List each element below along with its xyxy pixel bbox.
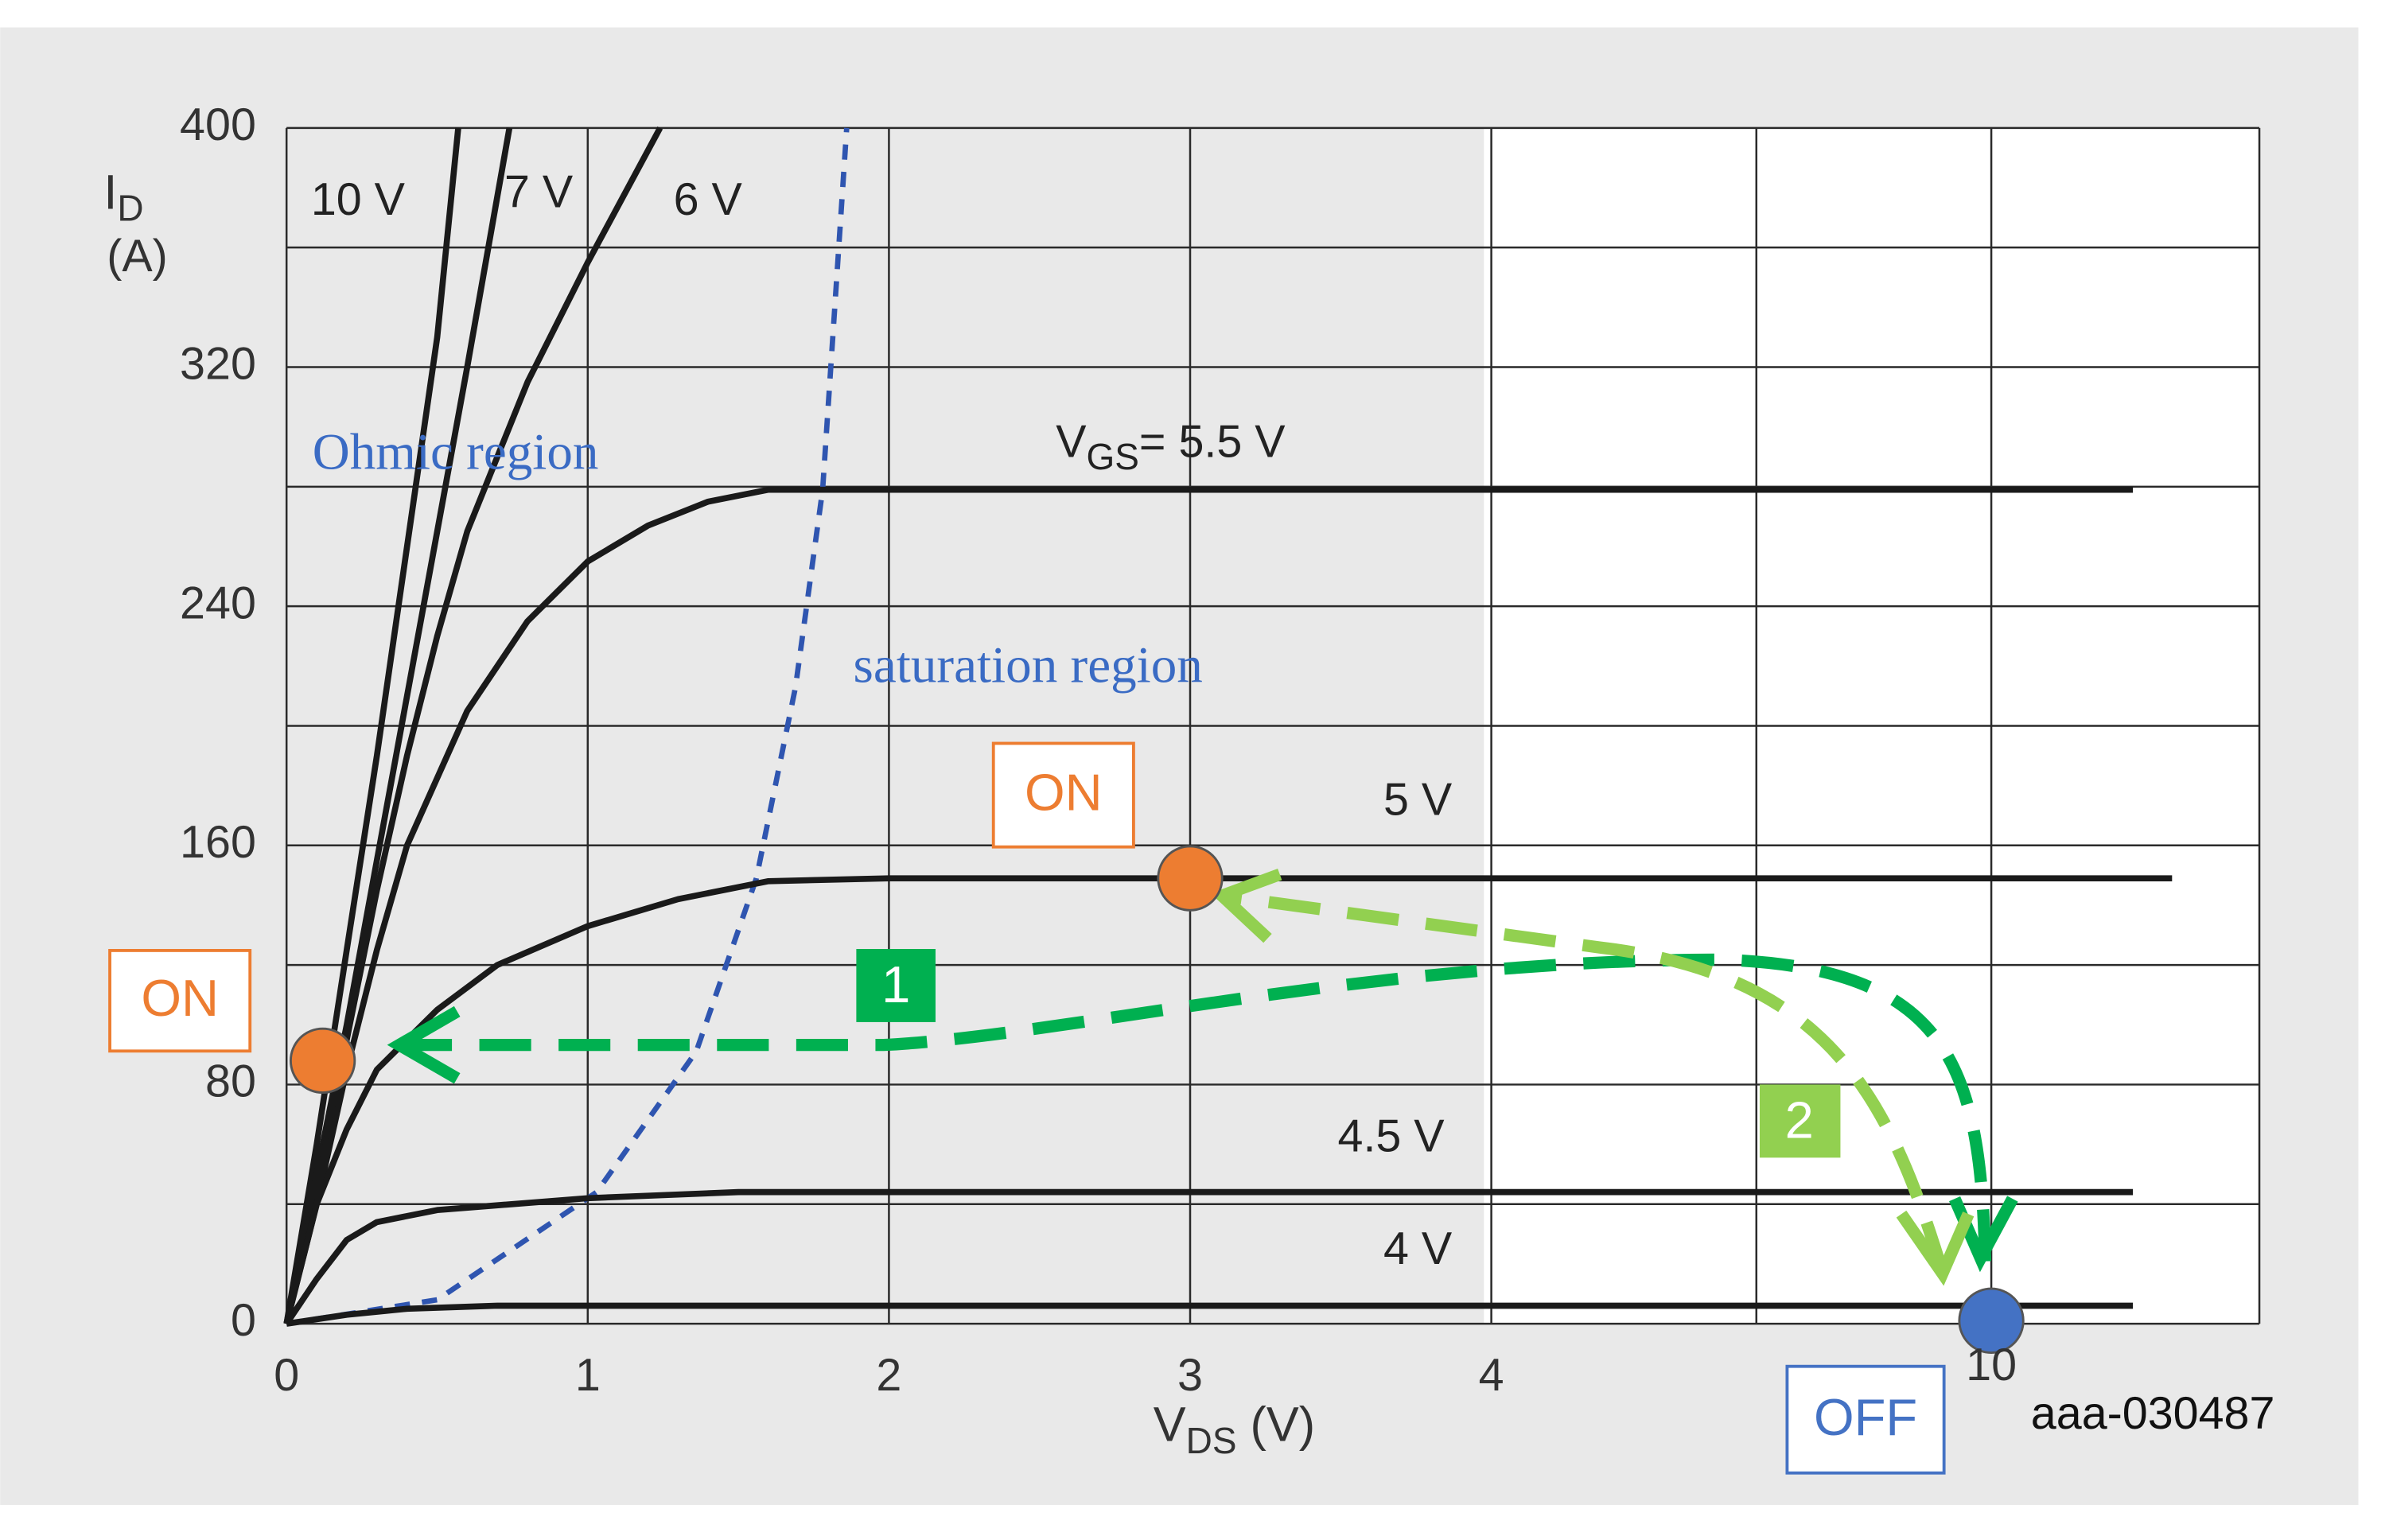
curve-label: 10 V [311,174,406,225]
operating-point [289,1027,356,1095]
operating-point [1157,845,1224,912]
label-box [108,949,252,1053]
region-label: Ohmic region [313,423,599,480]
point-label: ON [141,969,219,1027]
curve [283,126,663,1324]
y-axis-label: ID [103,165,143,228]
arrow-1 [399,953,1992,1262]
curve [283,875,2173,1325]
curve-label: 5 V [1383,774,1453,825]
arrow-label: 1 [881,955,910,1013]
point-label: ON [1025,764,1103,822]
vgs-eq: = [1139,416,1179,467]
arrow-label-box [1759,1084,1841,1158]
y-tick-label: 80 [205,1056,256,1107]
arrow-label-box [856,949,936,1022]
x-axis-label-main: V [1154,1398,1186,1452]
curve [283,127,461,1324]
y-tick-label: 160 [180,817,256,868]
vgs-value: 5.5 V [1178,416,1286,467]
figure-code: aaa-030487 [2031,1388,2275,1439]
y-tick-label: 0 [231,1295,256,1346]
annotations: 1 2 Ohmic region saturation region aaa-0… [103,165,2274,1461]
x-axis-label-unit: (V) [1236,1398,1315,1452]
curve [284,1188,2134,1326]
vgs-sub: GS [1087,436,1139,477]
curve-label: VGS= 5.5 V [1056,416,1286,476]
grid: 0 80 160 240 320 400 0 1 2 3 4 [180,99,2261,1401]
y-tick-label: 240 [180,578,256,628]
point-label: OFF [1814,1388,1917,1446]
x-tick-label: 10 [1966,1340,2017,1390]
region-label: saturation region [854,637,1203,694]
y-axis-label-main: I [103,165,117,219]
y-tick-label: 320 [180,339,256,390]
arrow-2 [1220,889,1949,1274]
curve-label: 6 V [674,174,743,225]
y-axis-label-sub: D [117,188,143,229]
x-tick-label: 2 [876,1350,901,1401]
arrow-head [387,1005,461,1084]
y-tick-label: 400 [180,99,256,150]
x-axis-label: VDS (V) [1154,1398,1315,1461]
curve-label: 7 V [504,166,574,217]
label-box [1785,1364,1946,1475]
arrow-head [1896,1210,1975,1286]
curve-label: 4 V [1383,1223,1453,1274]
x-tick-label: 3 [1177,1350,1203,1401]
y-axis-label-unit: (A) [107,231,168,282]
x-tick-label: 4 [1479,1350,1504,1401]
label-box [991,741,1135,849]
boundary-curve [286,127,850,1327]
operating-point [1958,1287,2025,1354]
arrow-head [1210,868,1282,943]
curve [286,1302,2134,1327]
vgs-prefix: V [1056,416,1087,467]
x-tick-label: 0 [274,1350,299,1401]
arrow-label: 2 [1785,1091,1814,1149]
curve-label: 4.5 V [1338,1111,1445,1162]
curves: 10 V 7 V 6 V VGS= 5.5 V 5 V 4.5 V 4 V [283,126,2173,1327]
x-tick-label: 1 [575,1350,601,1401]
x-axis-label-sub: DS [1186,1420,1237,1461]
